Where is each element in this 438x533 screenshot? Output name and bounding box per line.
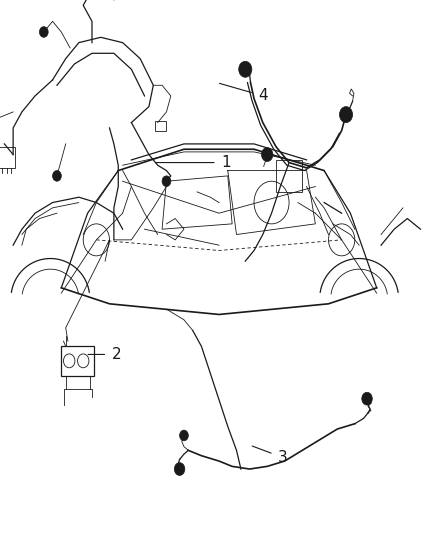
Text: 3: 3 <box>278 450 288 465</box>
Circle shape <box>239 61 252 77</box>
Text: 1: 1 <box>221 155 231 170</box>
Circle shape <box>261 148 273 161</box>
Circle shape <box>53 171 61 181</box>
Circle shape <box>362 392 372 405</box>
Circle shape <box>162 176 171 187</box>
Text: 4: 4 <box>258 88 268 103</box>
Circle shape <box>39 27 48 37</box>
Circle shape <box>180 430 188 441</box>
Circle shape <box>174 463 185 475</box>
Circle shape <box>339 107 353 123</box>
Text: 2: 2 <box>112 347 121 362</box>
